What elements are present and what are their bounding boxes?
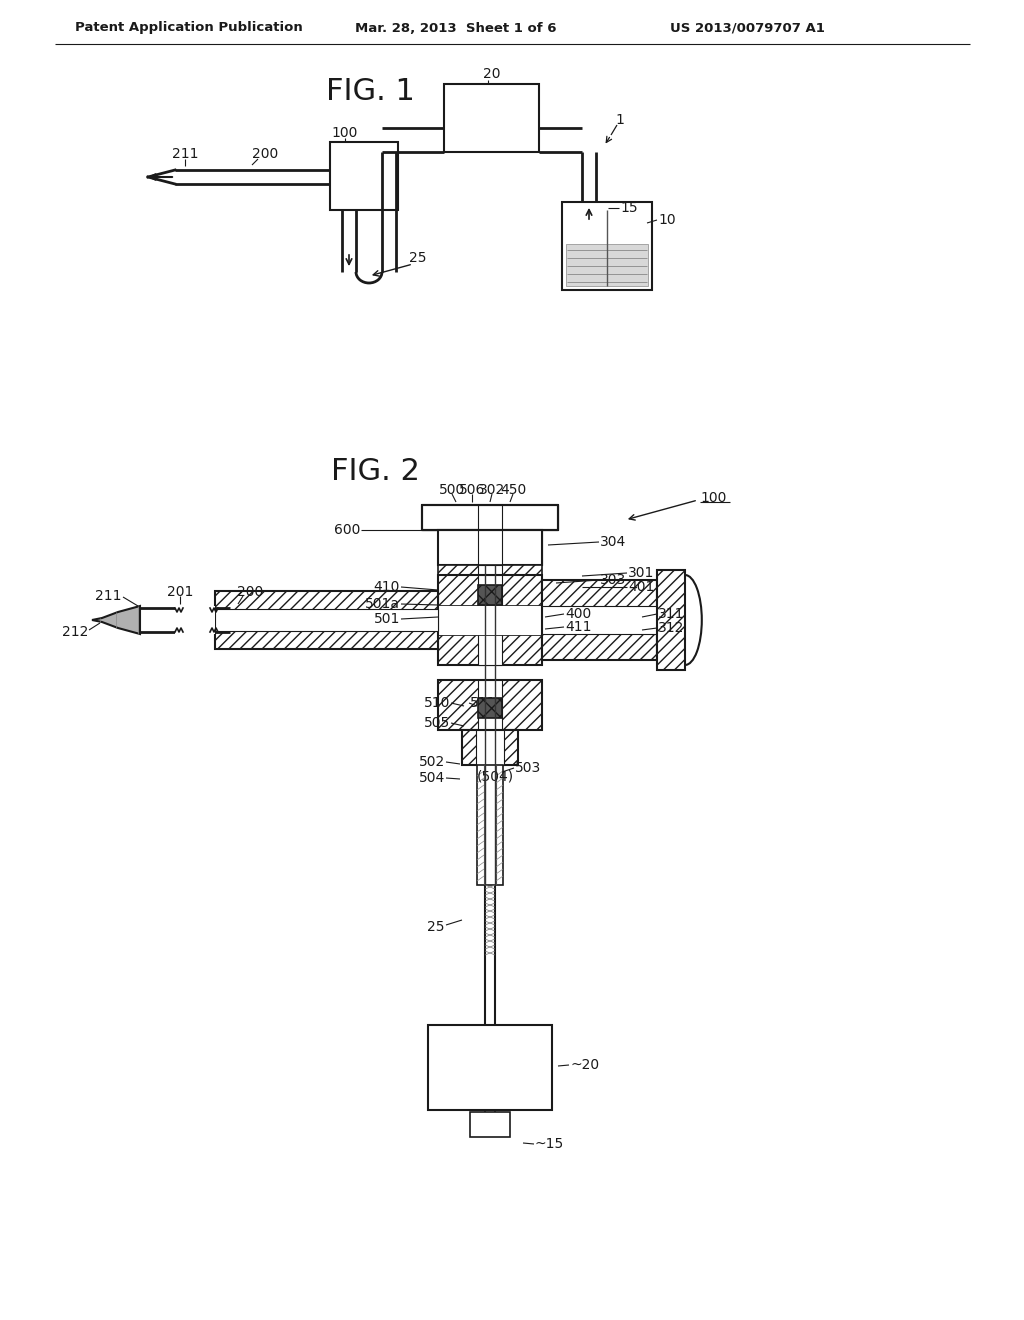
- Bar: [478, 531, 502, 565]
- Text: 201: 201: [167, 585, 194, 599]
- Text: 212: 212: [61, 624, 88, 639]
- Bar: [478, 576, 502, 665]
- Text: 10: 10: [658, 213, 676, 227]
- Bar: [462, 730, 518, 766]
- Bar: [478, 506, 502, 531]
- Text: 511: 511: [470, 696, 497, 710]
- Text: 211: 211: [95, 589, 122, 603]
- Bar: [477, 766, 503, 884]
- Text: 411: 411: [565, 620, 592, 634]
- Text: 200: 200: [252, 147, 279, 161]
- Text: 1: 1: [615, 114, 625, 127]
- Bar: [542, 606, 657, 634]
- Bar: [438, 576, 542, 665]
- Text: Mar. 28, 2013  Sheet 1 of 6: Mar. 28, 2013 Sheet 1 of 6: [355, 21, 556, 34]
- Text: 501: 501: [374, 612, 400, 626]
- Text: 15: 15: [620, 201, 638, 215]
- Bar: [422, 506, 558, 531]
- Text: 600: 600: [334, 523, 360, 537]
- Bar: [422, 506, 478, 531]
- Bar: [478, 565, 502, 620]
- Bar: [502, 506, 558, 531]
- Text: 302: 302: [479, 483, 505, 498]
- Text: 500: 500: [439, 483, 465, 498]
- Text: ~15: ~15: [535, 1137, 564, 1151]
- Text: FIG. 2: FIG. 2: [331, 458, 420, 487]
- Bar: [215, 609, 438, 631]
- Text: 100: 100: [332, 125, 358, 140]
- Bar: [562, 202, 652, 290]
- Polygon shape: [92, 606, 140, 634]
- Text: (504): (504): [477, 770, 514, 783]
- Text: Patent Application Publication: Patent Application Publication: [75, 21, 303, 34]
- Text: 501a: 501a: [365, 597, 400, 611]
- Bar: [330, 143, 398, 210]
- Bar: [438, 605, 542, 635]
- Text: 301: 301: [628, 566, 654, 579]
- Bar: [470, 1111, 510, 1137]
- Bar: [478, 680, 502, 730]
- Bar: [566, 244, 648, 286]
- Bar: [444, 84, 539, 152]
- Bar: [542, 579, 657, 660]
- Text: 20: 20: [483, 67, 501, 81]
- Text: 303: 303: [600, 573, 627, 587]
- Text: 510: 510: [424, 696, 450, 710]
- Text: 401: 401: [628, 579, 654, 594]
- Bar: [478, 698, 502, 718]
- Text: 506: 506: [459, 483, 485, 498]
- Text: 312: 312: [658, 620, 684, 635]
- Bar: [175, 606, 215, 634]
- Bar: [476, 730, 504, 766]
- Text: ~20: ~20: [570, 1059, 599, 1072]
- Text: 211: 211: [172, 147, 199, 161]
- Text: 311: 311: [658, 607, 684, 620]
- Text: 505: 505: [424, 715, 450, 730]
- Text: 25: 25: [410, 251, 427, 265]
- Bar: [215, 591, 438, 649]
- Text: FIG. 1: FIG. 1: [326, 78, 415, 107]
- Bar: [438, 531, 542, 565]
- Text: 200: 200: [237, 585, 263, 599]
- Text: 502: 502: [419, 755, 445, 770]
- Bar: [502, 531, 542, 565]
- Bar: [657, 570, 685, 671]
- Text: 304: 304: [600, 535, 627, 549]
- Text: US 2013/0079707 A1: US 2013/0079707 A1: [670, 21, 825, 34]
- Bar: [438, 680, 542, 730]
- Text: 504: 504: [419, 771, 445, 785]
- Bar: [438, 531, 478, 565]
- Bar: [438, 565, 542, 620]
- Bar: [428, 1026, 552, 1110]
- Text: 25: 25: [427, 920, 445, 935]
- Text: 410: 410: [374, 579, 400, 594]
- Text: 100: 100: [700, 491, 726, 506]
- Text: 450: 450: [500, 483, 526, 498]
- Text: 400: 400: [565, 607, 591, 620]
- Bar: [478, 585, 502, 605]
- Text: 503: 503: [515, 762, 542, 775]
